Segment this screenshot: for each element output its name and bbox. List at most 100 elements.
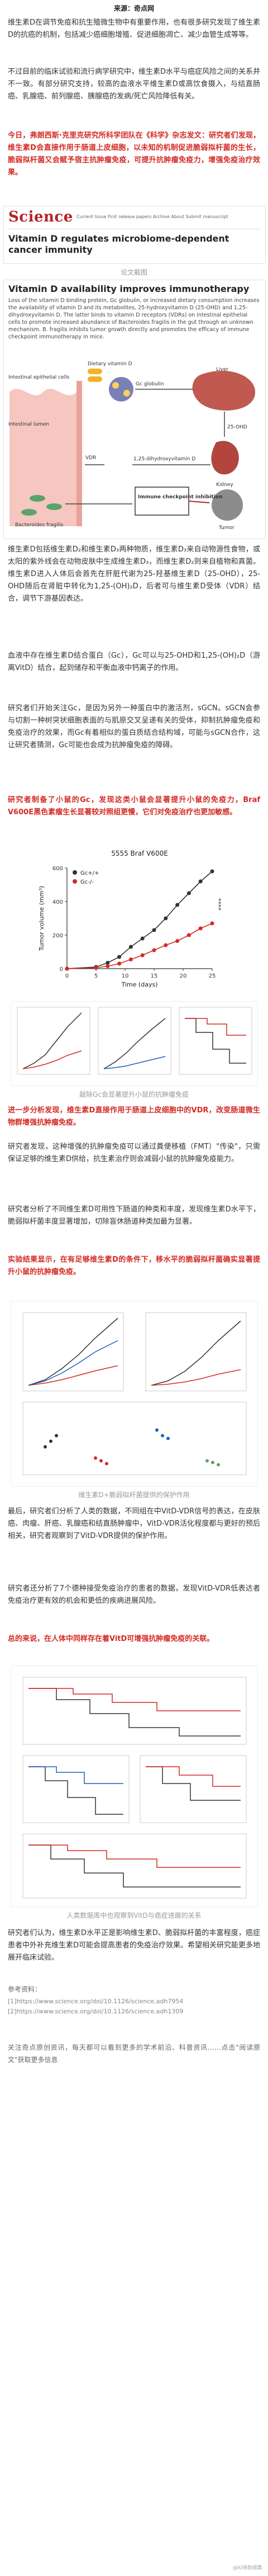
- km-line: [28, 1766, 123, 1784]
- paragraph-8-highlight: 进一步分析发现，维生素D直接作用于肠道上皮细胞中的VDR，改变肠道微生物群增强抗…: [0, 1105, 268, 1129]
- references-title: 参考资料：: [8, 1985, 42, 1993]
- paragraph-text: 总的来说，在人体中同样存在着VitD可增强抗肿瘤免疫的关联。: [8, 1635, 214, 1643]
- fig3-svg: [22, 1312, 247, 1475]
- label-25ohd: 25-OHD: [227, 424, 247, 430]
- x-axis-label: Time (days): [121, 981, 158, 988]
- x-tick-label: 20: [180, 973, 187, 979]
- label-bfragilis: Bacteroides fragilis: [15, 522, 64, 528]
- series-line-0: [66, 871, 213, 969]
- epithelium-shape: [9, 389, 76, 526]
- legend-marker: [73, 879, 77, 884]
- panel-b: [22, 1755, 130, 1823]
- data-point: [164, 916, 168, 921]
- km-line: [28, 1688, 241, 1711]
- data-point: [164, 943, 168, 947]
- paragraph-13: 研究者还分析了7个德种接受免疫治疗的患者的数据，发现VitD-VDR低表达者免疫…: [0, 1583, 268, 1607]
- data-point: [186, 933, 191, 937]
- science-caption: 论文截图: [120, 268, 147, 276]
- data-point: [94, 966, 98, 970]
- panel-line: [151, 1369, 241, 1386]
- label-kidney: Kidney: [216, 482, 233, 488]
- immune-checkpoint-box: [135, 487, 189, 516]
- y-tick-label: 0: [60, 966, 63, 973]
- article-title: Vitamin D regulates microbiome-dependent…: [8, 233, 229, 255]
- significance-mark: ****: [215, 898, 222, 911]
- paragraph-6: 研究者们开始关注Gc，是因为另外一种蛋白中的激活剂，sGCN。sGCN会参与切割…: [0, 702, 268, 752]
- bacteria-icon: [21, 509, 37, 516]
- science-article-screenshot: Science Current Issue First release pape…: [3, 206, 266, 264]
- panel-line: [28, 1365, 118, 1386]
- abstract-diagram: Dietary vitamin D Gc globulin Liver Inte…: [8, 361, 255, 531]
- paragraph-10: 研究者分析了不同维生素D可用性下肠道的种类和丰度，发现维生素D水平下，脆弱拟杆菌…: [0, 1204, 268, 1228]
- data-point: [210, 921, 214, 926]
- paragraph-text: 最后，研究者们分析了人类的数据，不同组在中VitD-VDR信号的表达，在皮肤癌、…: [8, 1507, 260, 1540]
- paragraph-text: 实验结果显示，在有足够维生素D的条件下，移水平的脆弱拟杆菌确实显著提升小鼠的抗肿…: [8, 1256, 260, 1276]
- panel-line: [22, 1050, 82, 1069]
- paragraph-text: 研究者们开始关注Gc，是因为另外一种蛋白中的激活剂，sGCN。sGCN会参与切割…: [8, 704, 260, 749]
- inhibit-arrow: [188, 501, 210, 503]
- epithelial-wall: [76, 381, 82, 526]
- paragraph-9: 研究者发现，这种增强的抗肿瘤免疫可以通过粪便移植（FMT）"传染"，只需保证足够…: [0, 1141, 268, 1166]
- paragraph-7-highlight: 研究者制备了小鼠的Gc，发现这类小鼠会显著提升小鼠的免疫力，Braf V600E…: [0, 794, 268, 819]
- panel-d: [145, 1312, 247, 1391]
- y-tick-label: 200: [52, 933, 63, 939]
- x-tick-label: 15: [151, 973, 158, 979]
- panel-e: [98, 1007, 171, 1075]
- km-line: [28, 1844, 241, 1888]
- data-point: [128, 945, 133, 949]
- y-tick-label: 600: [52, 866, 63, 872]
- source-line: 来源：奇点网: [113, 4, 154, 12]
- tumor-growth-chart: 5555 Braf V600E 0 200 400 600 0 5 10 15 20 25 Time …: [34, 846, 234, 997]
- y-tick-label: 400: [52, 899, 63, 905]
- fig3-panels: [11, 1301, 258, 1487]
- y-axis-label: Tumor volume (mm³): [38, 886, 45, 951]
- paragraph-text: 不过目前的临床试验和流行病学研究中，维生素D水平与癌症风险之间的关系并不一致。有…: [8, 68, 261, 101]
- fig2-caption: 敲除Gc会显著提升小鼠的抗肿瘤免疫: [79, 1091, 189, 1098]
- data-point: [140, 953, 145, 957]
- data-point: [106, 964, 110, 968]
- data-point: [65, 966, 69, 971]
- data-point: [186, 891, 191, 895]
- liver-icon: [192, 370, 255, 411]
- kidney-icon: [211, 441, 239, 475]
- panel-line: [103, 1056, 166, 1069]
- label-epithelial: Intestinal epithelial cells: [8, 375, 70, 380]
- legend-label: Gc-/-: [80, 879, 94, 885]
- fig4-svg: [22, 1677, 247, 1899]
- km-line: [28, 1766, 123, 1815]
- gc-globulin-icon: [109, 377, 133, 402]
- paragraph-text: 维生素D包括维生素D₂和维生素D₃两种物质，维生素D₃来自动物源性食物，或太阳的…: [8, 545, 260, 603]
- paragraph-4: 维生素D包括维生素D₂和维生素D₃两种物质，维生素D₃来自动物源性食物，或太阳的…: [0, 544, 268, 605]
- chart-svg: 5555 Braf V600E 0 200 400 600 0 5 10 15 20 25 Time …: [38, 850, 222, 988]
- panel-a: [22, 1677, 247, 1745]
- paragraph-3-highlight: 今日，弗朗西斯·克里克研究所科学团队在《科学》杂志发文：研究者们发现，维生素D会…: [0, 130, 268, 179]
- panel-line: [22, 1012, 82, 1069]
- data-point: [152, 928, 156, 932]
- data-point: [140, 936, 145, 941]
- reference-link[interactable]: [2]https://www.science.org/doi/10.1126/s…: [8, 2008, 184, 2015]
- panel-line: [103, 1018, 166, 1069]
- reference-link[interactable]: [1]https://www.science.org/doi/10.1126/s…: [8, 1998, 184, 2005]
- data-point: [198, 926, 203, 931]
- km-line: [28, 1688, 241, 1737]
- paragraph-text: 今日，弗朗西斯·克里克研究所科学团队在《科学》杂志发文：研究者们发现，维生素D会…: [8, 131, 260, 177]
- paragraph-text: 研究者分析了不同维生素D可用性下肠道的种类和丰度，发现维生素D水平下，脆弱拟杆菌…: [8, 1205, 260, 1226]
- x-tick-label: 10: [122, 973, 129, 979]
- data-point: [175, 903, 180, 907]
- label-tumor: Tumor: [218, 525, 234, 531]
- label-lumen: Intestinal lumen: [8, 422, 49, 427]
- panel-bottom: [22, 1402, 247, 1475]
- panel-c: [22, 1312, 124, 1391]
- survival-line: [185, 1018, 246, 1036]
- km-line: [146, 1766, 241, 1801]
- fig4-panels: [11, 1666, 258, 1907]
- legend-label: Gc+/+: [80, 870, 99, 876]
- panel-d: [22, 1833, 247, 1899]
- fig3-caption: 维生素D+脆弱拟杆菌提供的保护作用: [78, 1491, 190, 1499]
- legend-marker: [73, 870, 77, 875]
- label-dietary-vitd: Dietary vitamin D: [88, 361, 132, 367]
- chart-title: 5555 Braf V600E: [111, 850, 168, 857]
- series-line-1: [66, 923, 213, 969]
- data-point: [117, 955, 122, 959]
